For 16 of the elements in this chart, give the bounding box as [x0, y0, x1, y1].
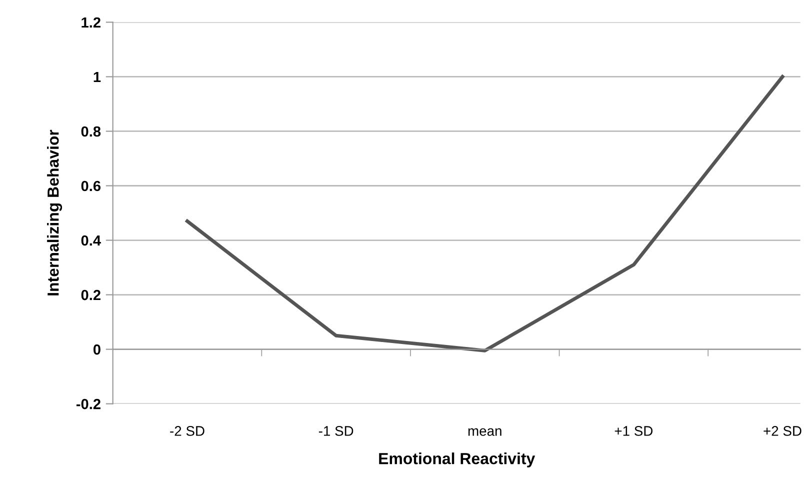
x-tick-label: +1 SD — [614, 426, 653, 436]
y-tick-label: 0.8 — [81, 126, 101, 137]
y-tick-label: 1.2 — [82, 17, 100, 28]
x-tick-label: -2 SD — [170, 426, 204, 436]
y-tick-label: 0 — [94, 344, 100, 355]
y-axis-title: Internalizing Behavior — [47, 130, 62, 296]
y-tick-label: 0.4 — [81, 235, 101, 246]
x-tick-label: mean — [468, 428, 502, 436]
x-tick-label: +2 SD — [764, 426, 802, 436]
line-series — [186, 74, 784, 352]
y-tick-label: 0.2 — [81, 290, 100, 300]
y-tick-label: 1 — [94, 72, 101, 82]
y-tick-label: 0.6 — [81, 180, 101, 192]
x-axis-title: Emotional Reactivity — [379, 452, 536, 468]
x-tick-label: -1 SD — [318, 426, 354, 436]
y-tick-label: -0.2 — [76, 398, 100, 410]
